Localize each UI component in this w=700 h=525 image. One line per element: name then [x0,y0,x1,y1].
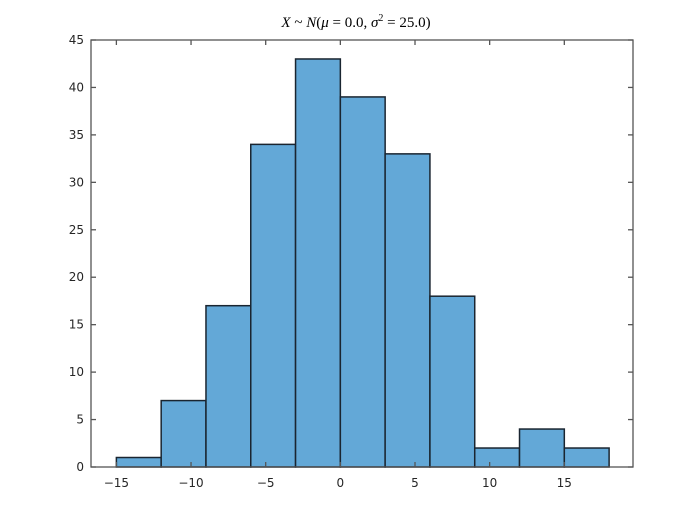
x-tick-label: 15 [557,476,572,490]
histogram-bar [205,304,252,468]
y-tick-label: 15 [69,318,84,332]
y-tick-label: 25 [69,223,84,237]
x-tick-label: 5 [411,476,419,490]
axes-box [90,39,634,468]
y-tick-label: 35 [69,128,84,142]
y-axis-ticks: 0 5 10 15 20 25 30 35 40 45 [69,33,633,474]
y-tick-label: 30 [69,175,84,189]
histogram-bar [518,428,566,468]
x-tick-label: 10 [482,476,497,490]
y-tick-label: 40 [69,80,84,94]
y-tick-label: 10 [69,365,84,379]
histogram-bar [160,399,207,468]
histogram-bar [473,447,521,468]
histogram-bar [384,153,431,468]
x-tick-label: 0 [337,476,345,490]
histogram-bar [563,447,610,468]
histogram-bar [115,456,162,468]
histogram-bar [250,143,297,468]
histogram-bars [115,58,610,468]
histogram-bar [294,58,342,468]
x-tick-label: −15 [104,476,129,490]
histogram-bar [339,96,386,468]
histogram-bar [429,295,476,468]
axes-frame [90,39,634,468]
y-tick-label: 45 [69,33,84,47]
y-tick-label: 5 [76,413,84,427]
x-axis-ticks: −15 −10 −5 0 5 10 15 [104,40,572,490]
chart-title: X ~ N(μ = 0.0, σ2 = 25.0) [280,13,430,31]
x-tick-label: −5 [257,476,275,490]
x-tick-label: −10 [178,476,203,490]
y-tick-label: 20 [69,270,84,284]
y-tick-label: 0 [76,460,84,474]
